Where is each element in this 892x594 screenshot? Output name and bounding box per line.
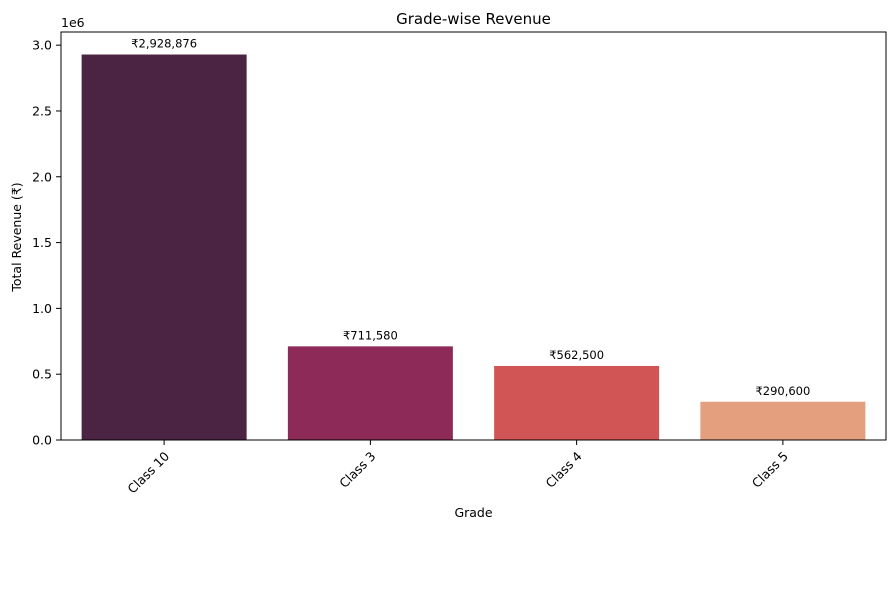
y-tick-label: 1.5 [32, 235, 52, 250]
axes-layer [56, 31, 887, 445]
y-tick-label: 3.0 [32, 38, 52, 53]
bar-class-5 [700, 401, 866, 440]
bars-layer [81, 54, 866, 440]
data-label: ₹2,928,876 [131, 37, 197, 51]
data-label: ₹290,600 [755, 384, 810, 398]
x-tick-label: Class 10 [124, 448, 172, 496]
y-tick-label: 1.0 [32, 301, 52, 316]
y-axis-label: Total Revenue (₹) [9, 182, 24, 292]
data-label: ₹562,500 [549, 348, 604, 362]
bar-class-3 [287, 346, 453, 440]
y-tick-label: 0.5 [32, 367, 52, 382]
x-tick-label: Class 4 [542, 448, 584, 490]
x-axis-label: Grade [454, 505, 492, 520]
x-tick-label: Class 3 [336, 449, 378, 491]
y-tick-label: 2.0 [32, 169, 52, 184]
y-tick-label: 2.5 [32, 103, 52, 118]
chart-title: Grade-wise Revenue [396, 10, 551, 28]
data-label: ₹711,580 [343, 328, 398, 342]
y-offset-label: 1e6 [61, 15, 85, 30]
y-tick-label: 0.0 [32, 433, 52, 448]
bar-class-10 [81, 54, 247, 440]
plot-frame [60, 31, 887, 441]
x-tick-label: Class 5 [749, 449, 791, 491]
bar-class-4 [494, 365, 660, 440]
